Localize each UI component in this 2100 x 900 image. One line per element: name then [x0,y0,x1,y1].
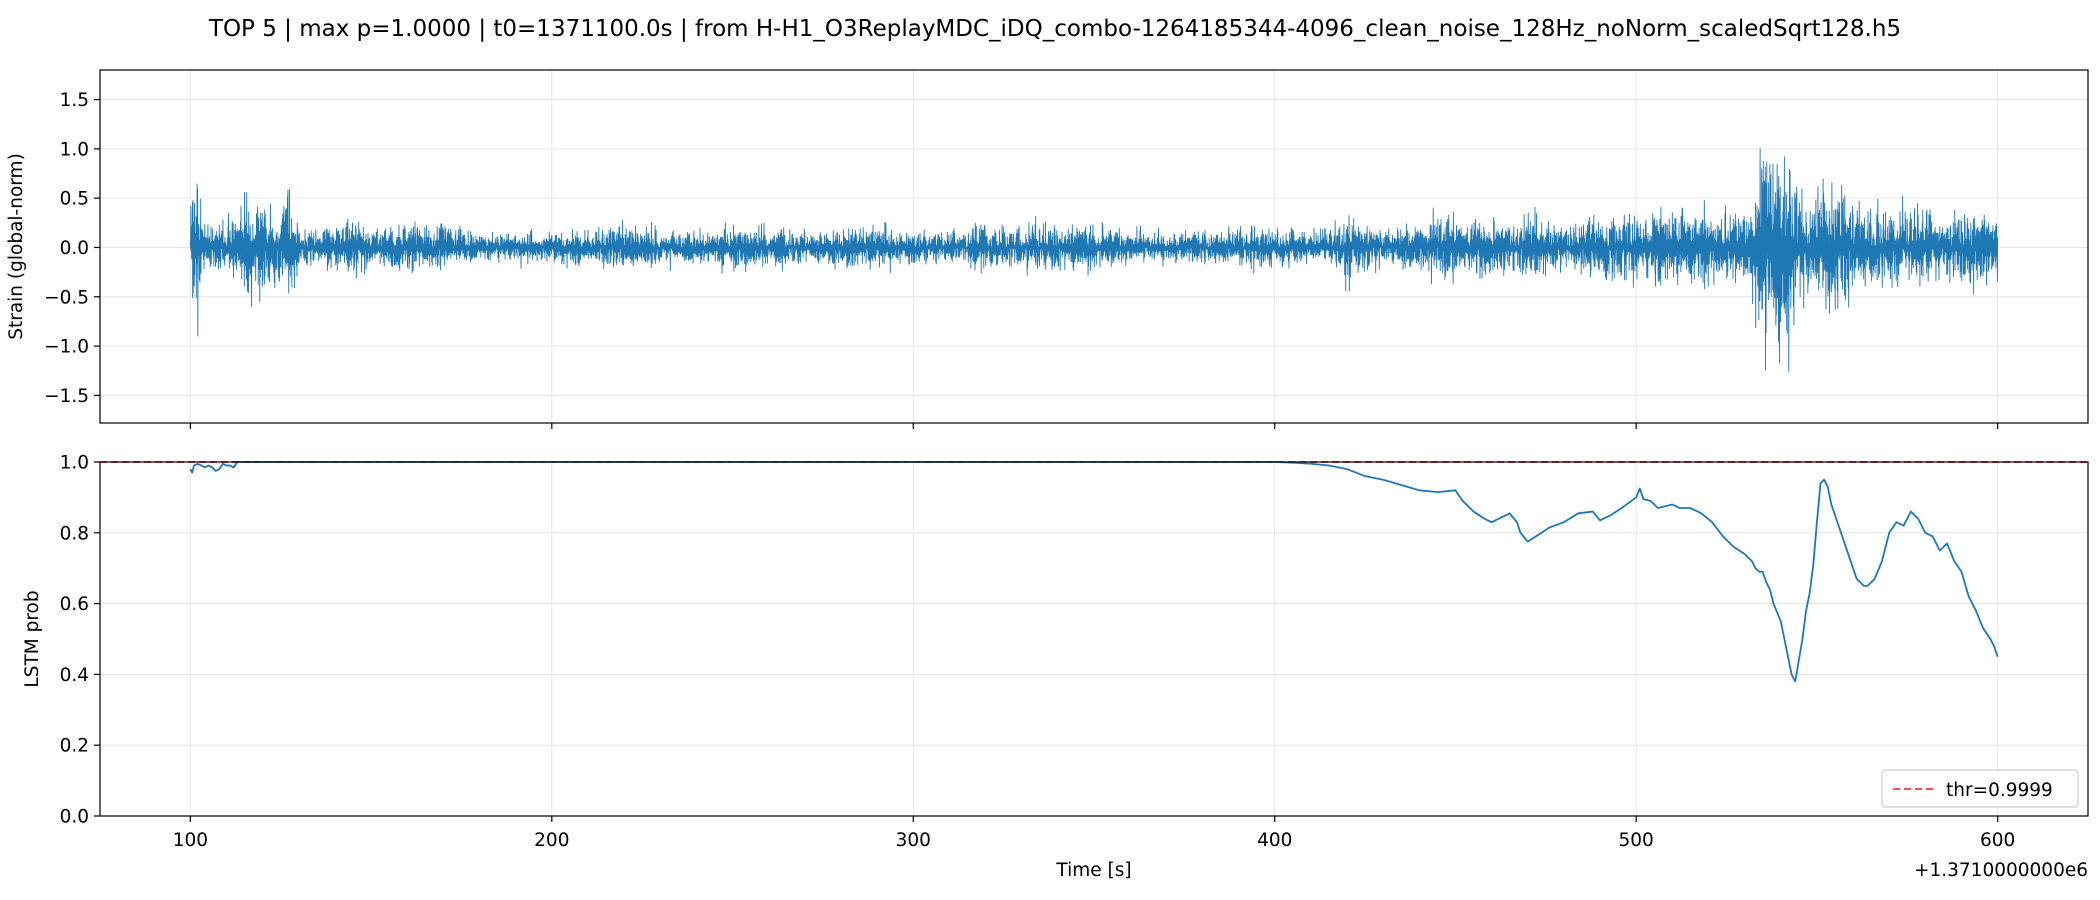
y-tick-label: −0.5 [44,287,89,308]
y-axis-label: Strain (global-norm) [6,153,27,340]
y-tick-label: 0.0 [60,238,89,259]
chart-title: TOP 5 | max p=1.0000 | t0=1371100.0s | f… [208,16,1901,42]
legend-box [1881,769,2079,808]
legend-threshold-label: thr=0.9999 [1946,780,2053,801]
axes-frame [99,69,2089,424]
x-tick-label: 400 [1257,830,1292,851]
x-tick-label: 100 [173,830,208,851]
y-tick-label: 0.5 [60,189,89,210]
y-tick-label: −1.0 [44,337,89,358]
x-offset-label: +1.3710000000e6 [1914,860,2088,881]
axes-frame [99,461,2089,817]
probability-axes: 0.0 0.2 0.4 0.6 0.8 1.0 100 200 300 400 500 600 LSTM… [22,453,2089,881]
legend: thr=0.9999 [1881,769,2079,808]
y-tick-label: 1.0 [60,453,89,474]
x-axis-label: Time [s] [1055,860,1131,881]
y-tick-label: 1.5 [60,90,89,111]
x-tick-label: 500 [1619,830,1654,851]
strain-axes: −1.5 −1.0 −0.5 0.0 0.5 1.0 1.5 Strain (global-n… [6,69,2089,429]
y-tick-label: 0.6 [60,594,89,615]
y-tick-label: 0.8 [60,523,89,544]
y-tick-label: −1.5 [44,386,89,407]
y-axis-label: LSTM prob [22,590,43,687]
y-tick-label: 0.4 [60,665,89,686]
y-tick-label: 1.0 [60,139,89,160]
y-tick-label: 0.0 [60,807,89,828]
x-tick-label: 200 [534,830,569,851]
strain-series-line [189,148,1999,373]
x-tick-label: 300 [896,830,931,851]
y-tick-label: 0.2 [60,736,89,757]
x-tick-label: 600 [1980,830,2015,851]
